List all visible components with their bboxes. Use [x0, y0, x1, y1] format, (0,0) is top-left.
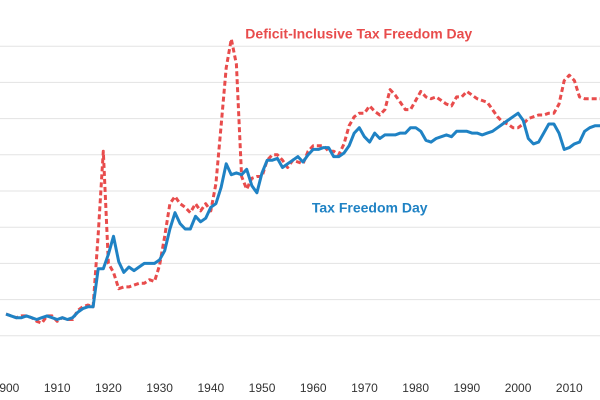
deficit-inclusive-series-label: Deficit-Inclusive Tax Freedom Day [245, 26, 472, 42]
deficit-inclusive-series-line [5, 37, 600, 325]
x-tick-label: 1920 [95, 381, 122, 395]
x-tick-label: 1990 [454, 381, 481, 395]
x-tick-label: 1970 [351, 381, 378, 395]
x-tick-label: 1950 [249, 381, 276, 395]
x-axis: 1900 1910 1920 1930 1940 1950 1960 1970 1980 1990… [0, 381, 583, 395]
tax-freedom-day-series-label: Tax Freedom Day [312, 199, 428, 215]
x-tick-label: 1940 [197, 381, 224, 395]
series-labels: Deficit-Inclusive Tax Freedom Day Tax Fre… [245, 26, 472, 216]
x-tick-label: 1900 [0, 381, 20, 395]
tax-freedom-day-series-line [5, 111, 600, 321]
x-tick-label: 1930 [146, 381, 173, 395]
series-lines [5, 37, 600, 325]
x-tick-label: 1980 [402, 381, 429, 395]
x-tick-label: 1960 [300, 381, 327, 395]
y-gridlines [0, 45, 600, 337]
x-tick-label: 1910 [44, 381, 71, 395]
x-tick-label: 2010 [556, 381, 583, 395]
x-tick-label: 2000 [505, 381, 532, 395]
